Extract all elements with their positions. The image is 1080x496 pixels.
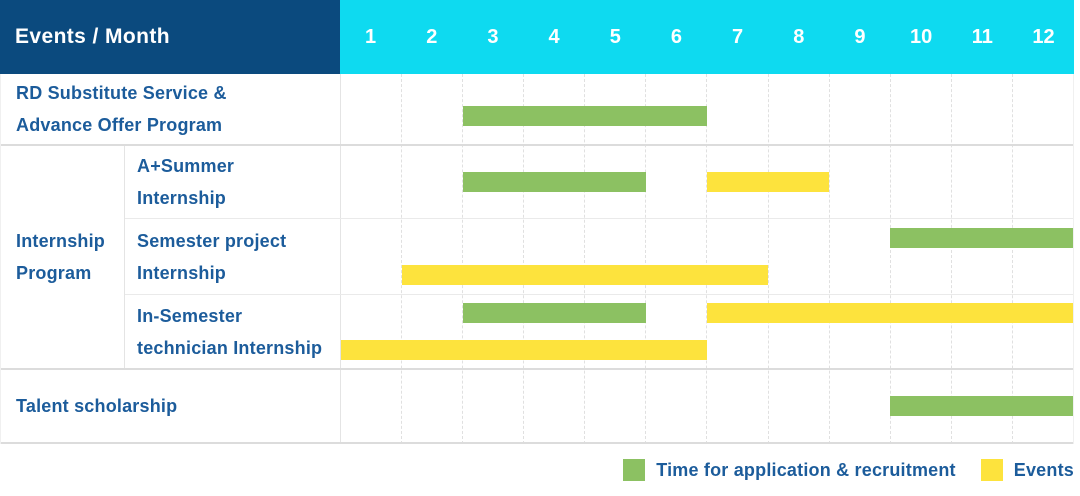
label-line: Advance Offer Program: [16, 115, 223, 135]
month-gridline: [341, 74, 403, 444]
event-bar: [707, 172, 829, 192]
month-gridline: [402, 74, 464, 444]
month-header-11: 11: [971, 25, 993, 48]
month-header-7: 7: [732, 25, 744, 48]
row-rd-substitute-service-advance-offer-program: RD Substitute Service & Advance Offer Pro…: [1, 74, 1073, 146]
label-line: In-Semester: [137, 305, 243, 326]
month-gridline: [646, 74, 708, 444]
legend-events-label: Events: [1013, 459, 1074, 480]
chart-cell: [341, 146, 1073, 218]
gantt-body: RD Substitute Service & Advance Offer Pro…: [0, 74, 1074, 444]
bar-line: [341, 370, 1073, 442]
row-a-plus-summer-internship: A+Summer Internship: [125, 146, 1073, 218]
month-header-12: 12: [1032, 25, 1055, 48]
month-gridline: [830, 74, 891, 444]
month-header-3: 3: [487, 25, 499, 48]
header-row: Events / Month 1 2 3 4 5 6 7 8 9 10 11 12: [0, 0, 1074, 74]
gantt-chart: Events / Month 1 2 3 4 5 6 7 8 9 10 11 12 RD Substi…: [0, 0, 1074, 444]
recruitment-bar: [890, 396, 1073, 416]
legend: Time for application & recruitment Event…: [0, 444, 1080, 496]
label-line: Program: [16, 263, 92, 283]
legend-recruitment-label: Time for application & recruitment: [656, 459, 956, 480]
label-line: Internship: [137, 188, 227, 208]
month-header-1: 1: [365, 25, 377, 48]
month-gridline: [524, 74, 586, 444]
month-header-5: 5: [609, 25, 621, 48]
label-line: A+Summer: [137, 156, 235, 176]
bar-line: [341, 257, 1073, 295]
chart-cell: [341, 74, 1073, 144]
month-gridline: [585, 74, 647, 444]
row-talent-scholarship: Talent scholarship: [1, 370, 1073, 444]
month-header-8: 8: [793, 25, 805, 48]
legend-item-recruitment: Time for application & recruitment: [623, 459, 956, 481]
month-header-2: 2: [426, 25, 438, 48]
events-month-label: Events / Month: [15, 25, 170, 48]
chart-cell: [341, 370, 1073, 442]
bar-line: [341, 332, 1073, 369]
bar-line: [341, 74, 1073, 144]
bar-line: [341, 146, 1073, 218]
label-line: technician Internship: [137, 337, 323, 358]
recruitment-swatch-icon: [623, 459, 646, 481]
subrows: A+Summer Internship Semester project Intern…: [125, 146, 1073, 368]
month-header-9: 9: [854, 25, 866, 48]
recruitment-bar: [463, 303, 646, 324]
label-line: Semester project: [137, 230, 287, 251]
recruitment-bar: [890, 227, 1073, 248]
row-label-a-plus-summer-internship: A+Summer Internship: [125, 146, 341, 218]
recruitment-bar: [463, 172, 646, 192]
label-line: RD Substitute Service &: [16, 83, 227, 103]
month-gridline: [769, 74, 830, 444]
recruitment-bar: [463, 106, 707, 126]
month-header-6: 6: [670, 25, 682, 48]
bar-line: [341, 295, 1073, 332]
row-label-talent-scholarship: Talent scholarship: [1, 370, 341, 442]
month-header-10: 10: [910, 25, 933, 48]
events-swatch-icon: [980, 459, 1003, 481]
label-line: Talent scholarship: [16, 396, 178, 416]
month-gridline: [891, 74, 952, 444]
month-gridlines: [341, 74, 1073, 444]
event-bar: [707, 303, 1073, 324]
bar-line: [341, 219, 1073, 257]
chart-cell: [341, 295, 1073, 368]
event-bar: [402, 265, 768, 286]
row-group-internship-program: Internship Program A+Summer Internship Semes…: [1, 146, 1073, 370]
month-gridline: [463, 74, 525, 444]
row-in-semester-technician-internship: In-Semester technician Internship: [125, 294, 1073, 368]
label-line: Internship: [137, 262, 227, 283]
month-header-4: 4: [548, 25, 560, 48]
row-semester-project-internship: Semester project Internship: [125, 218, 1073, 294]
gantt-rows: RD Substitute Service & Advance Offer Pro…: [1, 74, 1073, 444]
row-label-rd-substitute-service-advance-offer-program: RD Substitute Service & Advance Offer Pro…: [1, 74, 341, 144]
group-label-internship-program: Internship Program: [1, 146, 125, 368]
event-bar: [341, 339, 707, 360]
row-label-in-semester-technician-internship: In-Semester technician Internship: [125, 295, 341, 368]
month-gridline: [707, 74, 769, 444]
row-label-semester-project-internship: Semester project Internship: [125, 219, 341, 294]
month-header-row: 1 2 3 4 5 6 7 8 9 10 11 12: [340, 0, 1074, 74]
events-month-header: Events / Month: [0, 0, 340, 74]
label-line: Internship: [16, 231, 106, 251]
chart-cell: [341, 219, 1073, 294]
legend-item-events: Events: [980, 459, 1074, 481]
month-gridline: [952, 74, 1013, 444]
